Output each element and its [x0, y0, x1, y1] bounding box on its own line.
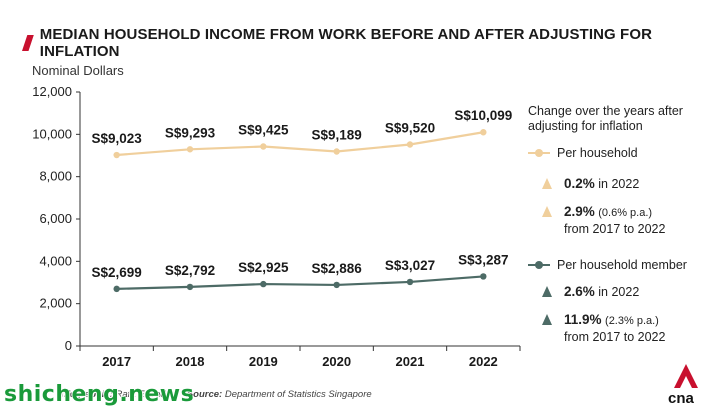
- x-tick-label: 2018: [176, 354, 205, 369]
- household-stat-period-text: from 2017 to 2022: [564, 222, 666, 236]
- household-stat-2017-2022: 2.9% (0.6% p.a.) from 2017 to 2022: [542, 204, 665, 237]
- member-stat-2022-value: 2.6%: [564, 284, 595, 299]
- up-triangle-icon: [542, 206, 552, 217]
- legend-member-label: Per household member: [557, 258, 687, 272]
- y-tick-label: 6,000: [39, 211, 72, 226]
- household-stat-2022-value: 0.2%: [564, 176, 595, 191]
- data-point: [406, 141, 414, 148]
- title-mark-icon: [22, 35, 34, 51]
- chart-title: MEDIAN HOUSEHOLD INCOME FROM WORK BEFORE…: [39, 26, 653, 60]
- data-label: S$9,023: [92, 131, 143, 146]
- series-line-2: [116, 275, 484, 290]
- data-point: [113, 285, 120, 293]
- household-line-swatch: [528, 149, 550, 157]
- legend-household-label: Per household: [557, 146, 638, 160]
- data-point: [333, 281, 340, 289]
- y-axis-unit-label: Nominal Dollars: [32, 63, 124, 78]
- y-tick-label: 0: [65, 338, 72, 353]
- data-point: [260, 143, 267, 150]
- household-stat-period-note: (0.6% p.a.): [598, 207, 653, 219]
- data-point: [113, 151, 120, 159]
- credits-source-label: Source:: [186, 389, 223, 400]
- x-tick-label: 2020: [322, 354, 351, 369]
- x-tick-label: 2019: [249, 354, 278, 369]
- y-tick-label: 12,000: [32, 84, 72, 99]
- data-label: S$3,027: [385, 258, 435, 273]
- data-point: [480, 273, 487, 280]
- data-label: S$3,287: [458, 252, 508, 267]
- y-tick-label: 4,000: [39, 253, 72, 268]
- household-stat-2022-text: in 2022: [598, 177, 640, 191]
- data-label: S$9,189: [312, 127, 362, 142]
- credits-source-name: Department of Statistics Singapore: [224, 389, 372, 400]
- data-label: S$2,699: [92, 265, 142, 280]
- member-stat-2022-text: in 2022: [598, 285, 640, 299]
- legend-member: Per household member: [528, 258, 687, 272]
- data-label: S$2,886: [312, 261, 363, 276]
- data-label: S$9,425: [238, 123, 289, 138]
- credits-infographic-name: Rafa Estrada: [115, 389, 171, 400]
- data-label: S$2,792: [165, 263, 215, 278]
- y-tick-label: 10,000: [32, 126, 72, 141]
- household-stat-period-value: 2.9%: [564, 204, 595, 219]
- credits: Infographic: Rafa Estrada Source: Depart…: [58, 389, 372, 400]
- legend-household: Per household: [528, 146, 638, 160]
- cna-logo-icon: [674, 364, 698, 388]
- data-label: S$2,925: [238, 260, 289, 275]
- data-point: [406, 278, 414, 286]
- data-point: [480, 129, 487, 136]
- y-tick-label: 8,000: [39, 169, 72, 184]
- up-triangle-icon: [542, 178, 552, 189]
- member-stat-period-text: from 2017 to 2022: [564, 330, 666, 344]
- x-tick-label: 2021: [396, 354, 425, 369]
- x-tick-label: 2022: [469, 354, 498, 369]
- data-point: [186, 283, 194, 291]
- up-triangle-icon: [542, 314, 552, 325]
- data-label: S$9,293: [165, 125, 216, 140]
- data-point: [260, 280, 267, 288]
- data-label: S$9,520: [385, 120, 435, 135]
- household-stat-2022: 0.2% in 2022: [542, 176, 639, 192]
- y-tick-label: 2,000: [39, 296, 72, 311]
- member-stat-period-note: (2.3% p.a.): [605, 315, 659, 327]
- member-line-swatch: [528, 261, 550, 269]
- data-point: [333, 148, 340, 155]
- up-triangle-icon: [542, 286, 552, 297]
- member-stat-2017-2022: 11.9% (2.3% p.a.) from 2017 to 2022: [542, 312, 665, 345]
- data-label: S$10,099: [454, 108, 512, 123]
- member-stat-period-value: 11.9%: [564, 312, 602, 327]
- member-stat-2022: 2.6% in 2022: [542, 284, 639, 300]
- data-point: [186, 146, 194, 153]
- watermark: shicheng.news: [4, 382, 195, 407]
- x-tick-label: 2017: [102, 354, 131, 369]
- title-bar: MEDIAN HOUSEHOLD INCOME FROM WORK BEFORE…: [22, 26, 724, 60]
- legend-heading: Change over the years after adjusting fo…: [528, 104, 683, 133]
- series-line-1: [116, 131, 484, 157]
- credits-infographic-label: Infographic:: [58, 389, 113, 400]
- cna-logo-text: cna: [668, 390, 694, 407]
- legend: Change over the years after adjusting fo…: [528, 104, 718, 344]
